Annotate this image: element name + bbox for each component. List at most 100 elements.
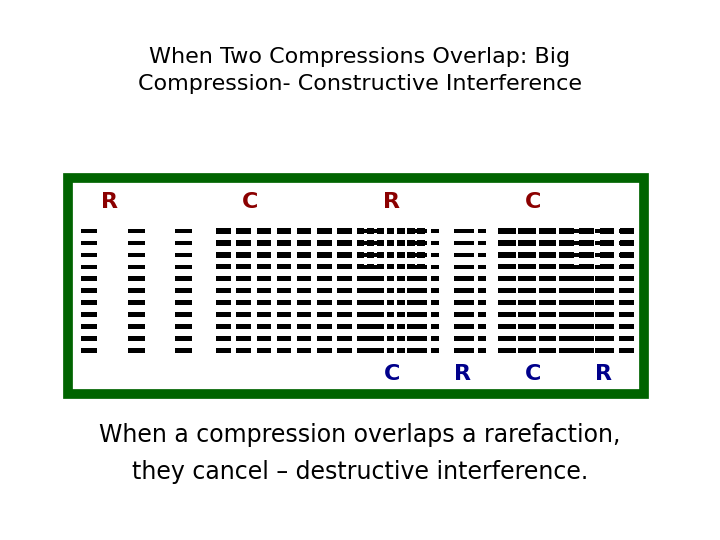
- Bar: [387, 323, 395, 329]
- Bar: [175, 276, 192, 281]
- Bar: [528, 276, 536, 281]
- Bar: [539, 252, 554, 258]
- Bar: [498, 240, 505, 246]
- Bar: [175, 288, 192, 293]
- Bar: [539, 264, 546, 269]
- Bar: [619, 253, 627, 257]
- Bar: [580, 276, 594, 281]
- Bar: [519, 240, 534, 246]
- Bar: [364, 276, 380, 281]
- Bar: [175, 253, 192, 257]
- Bar: [410, 324, 427, 329]
- Bar: [620, 240, 634, 246]
- Bar: [519, 288, 534, 293]
- Bar: [364, 288, 380, 293]
- Bar: [216, 264, 230, 269]
- Bar: [364, 241, 380, 245]
- Bar: [377, 240, 384, 246]
- Text: C: C: [384, 364, 400, 384]
- Bar: [337, 312, 352, 317]
- Bar: [357, 348, 364, 353]
- Bar: [539, 312, 554, 317]
- Bar: [528, 336, 536, 341]
- Bar: [600, 252, 614, 258]
- Bar: [477, 300, 486, 305]
- Bar: [128, 253, 145, 257]
- Bar: [477, 288, 486, 293]
- Text: C: C: [525, 364, 541, 384]
- Bar: [408, 240, 415, 246]
- Bar: [580, 300, 594, 305]
- Bar: [317, 264, 332, 269]
- Bar: [508, 348, 516, 353]
- Bar: [572, 265, 580, 269]
- Bar: [508, 240, 516, 246]
- Bar: [580, 323, 594, 329]
- Bar: [619, 300, 627, 305]
- Bar: [619, 336, 627, 341]
- Bar: [357, 300, 364, 305]
- Bar: [387, 240, 395, 246]
- Bar: [297, 288, 312, 293]
- Bar: [454, 288, 462, 293]
- Bar: [317, 312, 332, 317]
- Bar: [364, 312, 380, 317]
- Bar: [357, 264, 364, 269]
- Bar: [499, 348, 513, 353]
- Bar: [397, 264, 405, 269]
- Bar: [508, 300, 516, 305]
- Bar: [528, 228, 536, 234]
- Bar: [236, 264, 251, 269]
- Bar: [499, 288, 513, 293]
- Bar: [410, 348, 427, 353]
- Bar: [367, 252, 374, 258]
- Bar: [410, 276, 427, 281]
- Bar: [539, 288, 546, 293]
- Bar: [519, 252, 534, 258]
- Bar: [498, 228, 505, 234]
- Bar: [317, 300, 332, 305]
- Bar: [508, 228, 516, 234]
- Bar: [377, 276, 384, 281]
- Bar: [458, 276, 474, 281]
- Bar: [418, 312, 425, 317]
- Bar: [572, 348, 580, 353]
- Bar: [337, 276, 352, 281]
- Bar: [367, 348, 374, 353]
- Bar: [364, 348, 380, 353]
- Bar: [539, 336, 554, 341]
- Bar: [256, 336, 271, 341]
- Bar: [276, 240, 291, 246]
- Bar: [410, 336, 427, 341]
- Bar: [236, 252, 251, 258]
- Bar: [518, 264, 526, 269]
- Bar: [216, 336, 230, 341]
- Bar: [276, 348, 291, 353]
- Bar: [619, 229, 627, 233]
- Bar: [600, 276, 614, 281]
- Bar: [539, 228, 554, 234]
- Bar: [81, 300, 97, 305]
- Bar: [498, 323, 505, 329]
- Bar: [431, 265, 438, 269]
- Bar: [317, 228, 332, 234]
- Bar: [397, 288, 405, 293]
- Bar: [580, 336, 594, 341]
- Bar: [458, 241, 474, 245]
- Bar: [357, 276, 364, 281]
- Bar: [508, 312, 516, 317]
- Bar: [367, 264, 374, 269]
- Bar: [431, 253, 438, 257]
- Bar: [498, 252, 505, 258]
- Bar: [387, 264, 395, 269]
- Bar: [357, 288, 364, 293]
- Bar: [276, 323, 291, 329]
- Bar: [549, 323, 556, 329]
- Text: C: C: [242, 192, 258, 212]
- Bar: [276, 252, 291, 258]
- Bar: [364, 265, 380, 269]
- Bar: [397, 276, 405, 281]
- Bar: [559, 323, 566, 329]
- Bar: [620, 348, 634, 353]
- Bar: [559, 276, 574, 281]
